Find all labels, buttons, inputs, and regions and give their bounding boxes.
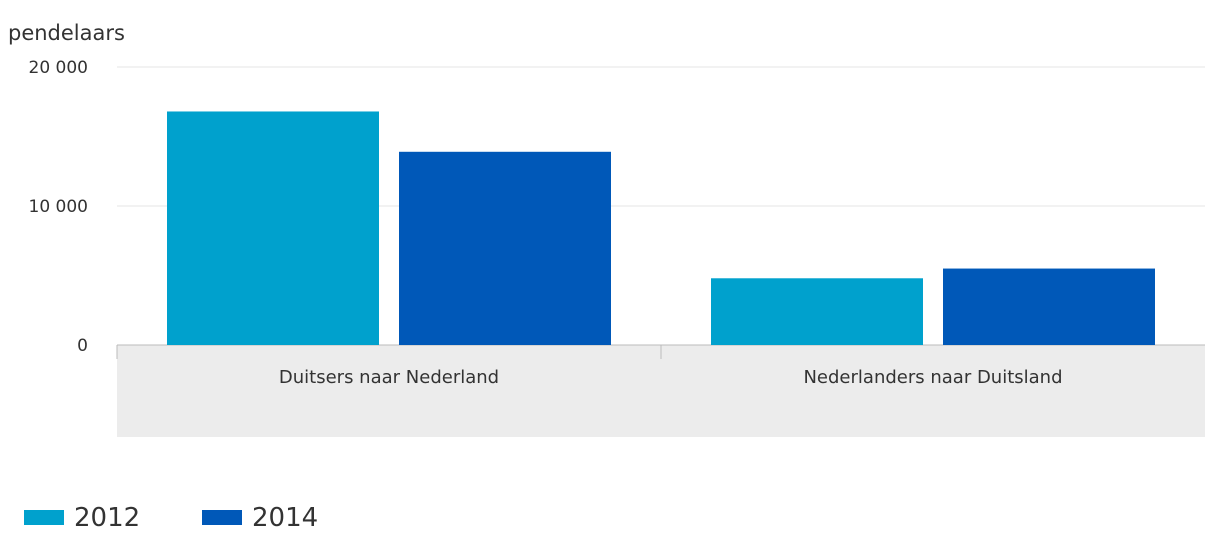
y-tick-label: 20 000 — [29, 58, 88, 78]
y-tick-label: 0 — [77, 336, 88, 356]
legend: 2012 2014 — [24, 503, 318, 533]
y-tick-label: 10 000 — [29, 197, 88, 217]
bars — [167, 111, 1155, 345]
category-labels: Duitsers naar Nederland Nederlanders naar… — [279, 367, 1063, 388]
category-label: Nederlanders naar Duitsland — [803, 367, 1062, 388]
bar-2014 — [399, 151, 611, 345]
legend-label: 2014 — [252, 503, 318, 529]
category-band — [117, 345, 1205, 437]
legend-swatch — [24, 510, 64, 525]
bar-2014 — [943, 268, 1155, 345]
y-axis-label: pendelaars — [8, 21, 125, 45]
bar-2012 — [167, 111, 379, 345]
category-label: Duitsers naar Nederland — [279, 367, 499, 388]
bar-2012 — [711, 278, 923, 345]
legend-swatch — [202, 510, 242, 525]
legend-label: 2012 — [74, 503, 140, 529]
